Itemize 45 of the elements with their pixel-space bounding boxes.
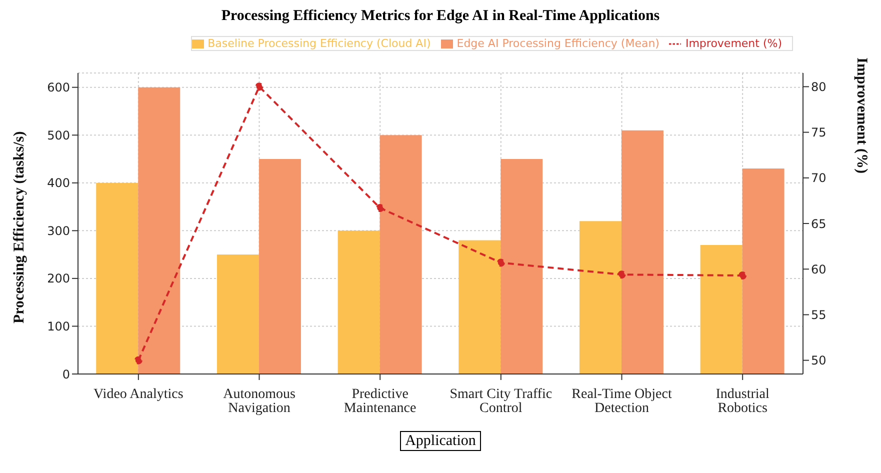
point xyxy=(134,356,142,364)
x-tick-label: Autonomous Navigation xyxy=(223,386,296,416)
point xyxy=(738,271,747,280)
chart-title: Processing Efficiency Metrics for Edge AI in Real-Time Applications xyxy=(220,8,661,26)
x-tick-label: Video Analytics xyxy=(94,386,184,402)
bar xyxy=(338,230,380,374)
x-axis-title: Application xyxy=(400,431,481,451)
bar xyxy=(742,168,784,374)
x-tick-label: Smart City Traffic Control xyxy=(450,386,552,416)
legend-label: Improvement (%) xyxy=(685,37,782,50)
bar xyxy=(621,130,664,374)
y-tick-label: 600 xyxy=(47,80,70,95)
y-tick-label: 0 xyxy=(62,367,70,382)
y-tick-label: 200 xyxy=(47,272,70,286)
y2-tick-label: 55 xyxy=(811,308,826,322)
bar xyxy=(458,240,501,374)
y-tick-label: 400 xyxy=(47,176,70,190)
x-tick-label: Industrial Robotics xyxy=(716,386,770,416)
y2-tick-label: 80 xyxy=(811,80,826,94)
bar xyxy=(138,87,180,374)
bar xyxy=(500,159,543,374)
x-tick-label: Predictive Maintenance xyxy=(344,386,416,416)
legend-label: Edge AI Processing Efficiency (Mean) xyxy=(456,37,660,50)
bar xyxy=(700,245,742,374)
y2-tick-label: 70 xyxy=(811,171,826,186)
point xyxy=(496,258,505,267)
y-axis-title: Processing Efficiency (tasks/s) xyxy=(11,131,28,324)
y-tick-label: 300 xyxy=(47,224,70,238)
bar xyxy=(579,221,622,374)
point xyxy=(255,82,264,91)
y2-tick-label: 65 xyxy=(811,216,826,231)
x-tick-label: Real-Time Object Detection xyxy=(572,386,672,416)
bar xyxy=(380,135,422,374)
y2-tick-label: 75 xyxy=(811,126,826,140)
y2-axis-title: Improvement (%) xyxy=(854,58,870,174)
y-tick-label: 100 xyxy=(47,319,70,334)
bar xyxy=(216,254,259,374)
point xyxy=(376,204,384,212)
bar xyxy=(258,159,301,374)
bar xyxy=(96,182,138,374)
y2-tick-label: 50 xyxy=(811,354,826,368)
legend-label: Baseline Processing Efficiency (Cloud AI) xyxy=(208,37,431,50)
point xyxy=(618,270,626,279)
y2-tick-label: 60 xyxy=(811,262,826,276)
y-tick-label: 500 xyxy=(47,128,70,142)
